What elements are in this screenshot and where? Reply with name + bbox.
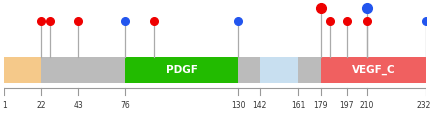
Text: PDGF: PDGF [166, 65, 197, 75]
Text: VEGF_C: VEGF_C [351, 65, 395, 75]
Text: 210: 210 [359, 101, 374, 110]
Text: 130: 130 [231, 101, 246, 110]
Text: 76: 76 [120, 101, 130, 110]
Text: 142: 142 [252, 101, 267, 110]
Text: 161: 161 [291, 101, 305, 110]
Bar [321, 57, 426, 83]
Bar [125, 57, 238, 83]
Text: 22: 22 [37, 101, 46, 110]
Text: 179: 179 [314, 101, 328, 110]
Bar [259, 57, 298, 83]
Bar [4, 57, 41, 83]
Text: 43: 43 [74, 101, 83, 110]
Bar [4, 57, 426, 83]
Text: 1: 1 [2, 101, 7, 110]
Text: 2322: 2322 [416, 101, 430, 110]
Text: 197: 197 [340, 101, 354, 110]
